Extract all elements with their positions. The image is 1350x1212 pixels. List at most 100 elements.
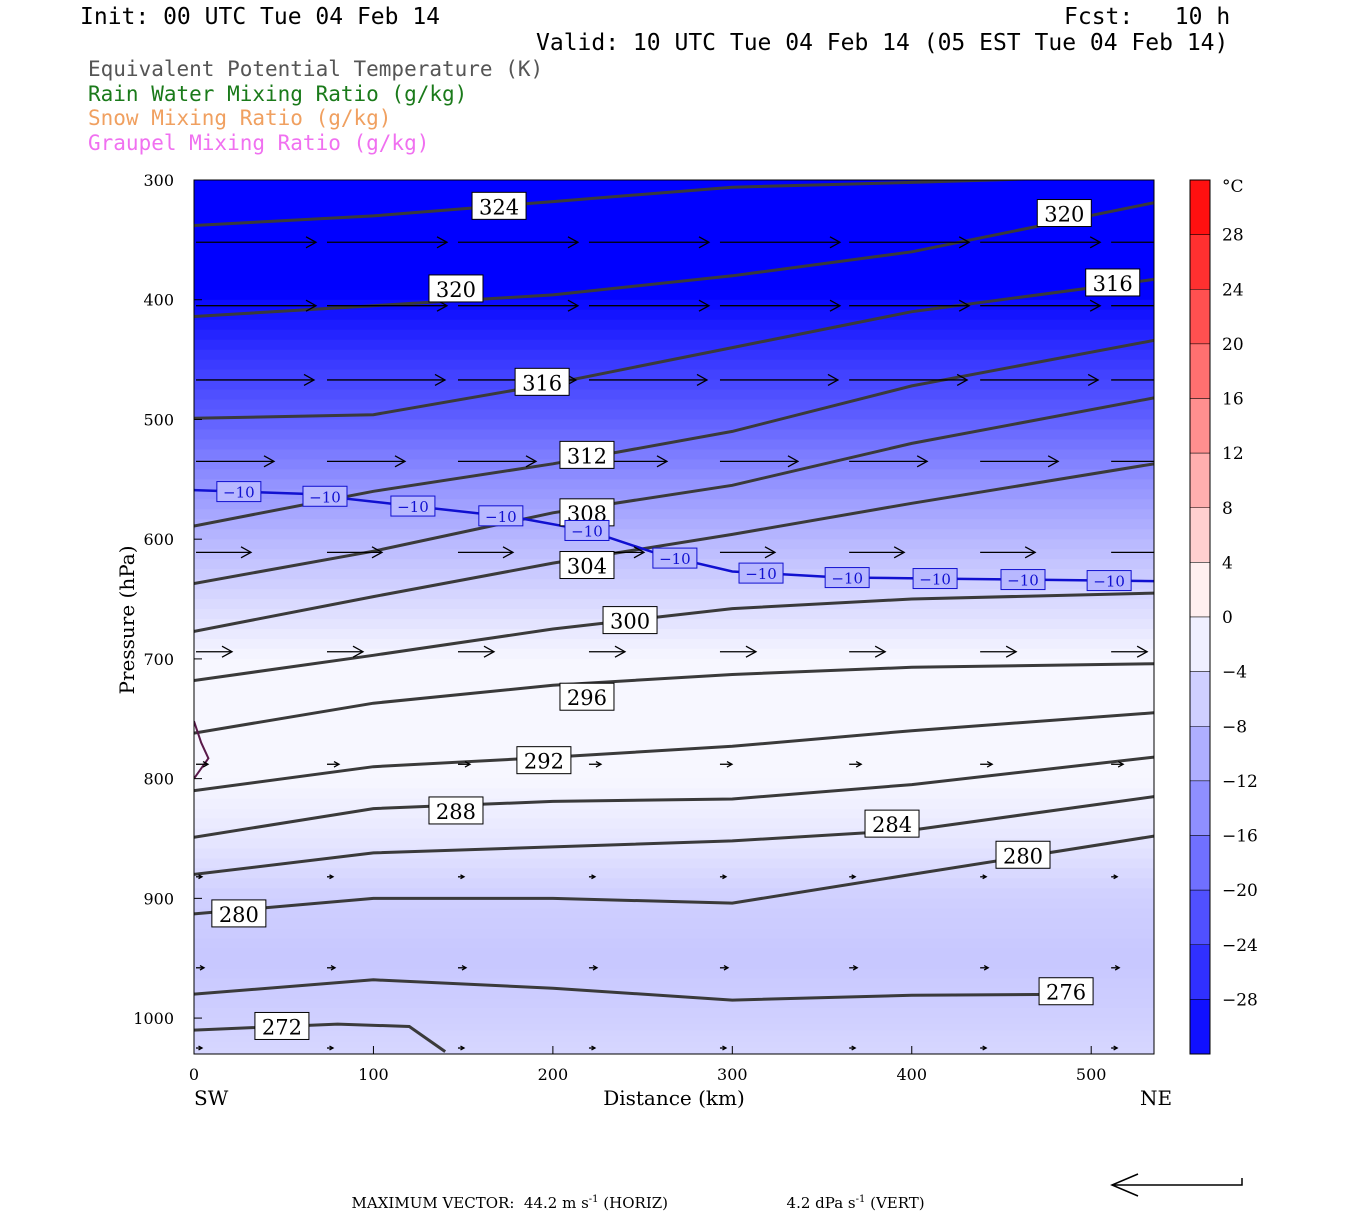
isotherm-label: −10	[745, 565, 777, 583]
temperature-band	[194, 1030, 1154, 1037]
x-tick-label: 0	[189, 1065, 199, 1084]
theta-e-label-box	[471, 191, 527, 220]
colorbar-segment	[1189, 835, 1211, 891]
wind-vector-head	[1221, 300, 1231, 311]
wind-vector-head	[893, 546, 906, 559]
colorbar-tick-label: 20	[1222, 335, 1244, 355]
theta-e-contour-324	[194, 180, 1044, 227]
isotherm-label-box	[390, 495, 436, 517]
theta-e-label-box	[559, 682, 615, 711]
temperature-band	[194, 359, 1154, 371]
colorbar-segment	[1189, 671, 1211, 727]
theta-e-label: 316	[1093, 272, 1133, 296]
temperature-band	[194, 599, 1154, 610]
colorbar-tick-label: 4	[1222, 553, 1233, 573]
max-vector-text: MAXIMUM VECTOR: 44.2 m s	[351, 1194, 589, 1212]
wind-vector-head	[464, 760, 472, 768]
legend-graupel: Graupel Mixing Ratio (g/kg)	[88, 131, 430, 155]
temperature-band	[194, 479, 1154, 490]
theta-e-contour-292	[194, 711, 1154, 793]
temperature-band	[194, 968, 1154, 979]
theta-e-label-box	[602, 606, 658, 635]
wind-vector-head	[434, 373, 447, 387]
temperature-band	[194, 618, 1154, 630]
init-time: Init: 00 UTC Tue 04 Feb 14	[80, 4, 441, 30]
theta-e-label: 276	[1046, 981, 1086, 1005]
isotherm-label-box	[564, 519, 610, 541]
theta-e-label-box	[559, 551, 615, 580]
wind-vector-head	[198, 874, 204, 880]
x-tick-label: 100	[358, 1065, 389, 1084]
wind-vector-head	[851, 874, 857, 880]
wind-vector-head	[483, 645, 496, 658]
temperature-band	[194, 828, 1154, 840]
temperature-band	[194, 978, 1154, 989]
theta-e-contour-280	[194, 834, 1154, 916]
vert-tag: (VERT)	[865, 1194, 925, 1212]
temperature-band	[194, 658, 1154, 670]
isotherm-label: −10	[223, 484, 255, 502]
wind-vector-head	[1047, 455, 1060, 468]
wind-vector-head	[1136, 645, 1149, 658]
temperature-band	[194, 1008, 1154, 1019]
temperature-band	[194, 878, 1154, 889]
wind-vector-head	[1087, 373, 1100, 387]
wind-vector-head	[764, 546, 777, 559]
colorbar-segment	[1189, 398, 1211, 454]
colorbar-segment	[1189, 889, 1211, 945]
wind-vector-head	[851, 1045, 857, 1051]
temperature-band	[194, 1036, 1154, 1043]
wind-vector-head	[305, 299, 318, 312]
wind-vector-head	[371, 546, 384, 559]
isotherm-label-box	[302, 485, 348, 507]
wind-vector-head	[726, 760, 734, 768]
isotherm-label-box	[738, 562, 784, 584]
wind-vector-head	[958, 236, 971, 249]
temperature-band	[194, 579, 1154, 590]
wind-vector-head	[722, 1045, 728, 1051]
temperature-band	[194, 249, 1154, 261]
isotherm-label: −10	[659, 550, 691, 568]
theta-e-contour-276	[194, 978, 1092, 1002]
theta-e-label-box	[1036, 199, 1092, 228]
isotherm-label: −10	[831, 570, 863, 588]
isotherm-label: −10	[1093, 573, 1125, 591]
theta-e-label-box	[428, 796, 484, 825]
temperature-band	[194, 958, 1154, 969]
y-tick-label: 500	[143, 410, 174, 429]
wind-vector-head	[333, 760, 341, 768]
temperature-band	[194, 389, 1154, 401]
colorbar-segment	[1189, 780, 1211, 836]
isotherm-label: −10	[571, 522, 603, 540]
colorbar-tick-label: −12	[1222, 772, 1258, 792]
colorbar-segment	[1189, 944, 1211, 1000]
isotherm-label: −10	[309, 488, 341, 506]
temperature-band	[194, 269, 1154, 281]
colorbar-segment	[1189, 289, 1211, 345]
temperature-band	[194, 180, 1154, 191]
forecast-hour: Fcst: 10 h	[1064, 4, 1231, 30]
temperature-band	[194, 708, 1154, 720]
colorbar-segment	[1189, 726, 1211, 782]
temperature-band	[194, 688, 1154, 700]
temperature-band	[194, 199, 1154, 211]
temperature-band	[194, 519, 1154, 530]
x-tick-label: 200	[538, 1065, 569, 1084]
temperature-band	[194, 888, 1154, 899]
y-axis-title: Pressure (hPa)	[115, 546, 139, 695]
wind-vector-head	[723, 965, 730, 971]
y-tick-label: 900	[143, 889, 174, 908]
wind-vector-head	[698, 299, 711, 312]
temperature-band	[194, 808, 1154, 820]
theta-e-contour-288	[194, 755, 1154, 839]
colorbar-unit: °C	[1222, 177, 1244, 197]
wind-vector-head	[855, 760, 863, 768]
isotherm-label-box	[652, 547, 698, 569]
colorbar-tick-label: −24	[1222, 936, 1258, 956]
temperature-band	[194, 928, 1154, 939]
isotherm-label: −10	[1007, 572, 1039, 590]
wind-vector-head	[1113, 874, 1119, 880]
wind-vector-head	[787, 455, 800, 468]
theta-e-label: 304	[567, 555, 607, 579]
